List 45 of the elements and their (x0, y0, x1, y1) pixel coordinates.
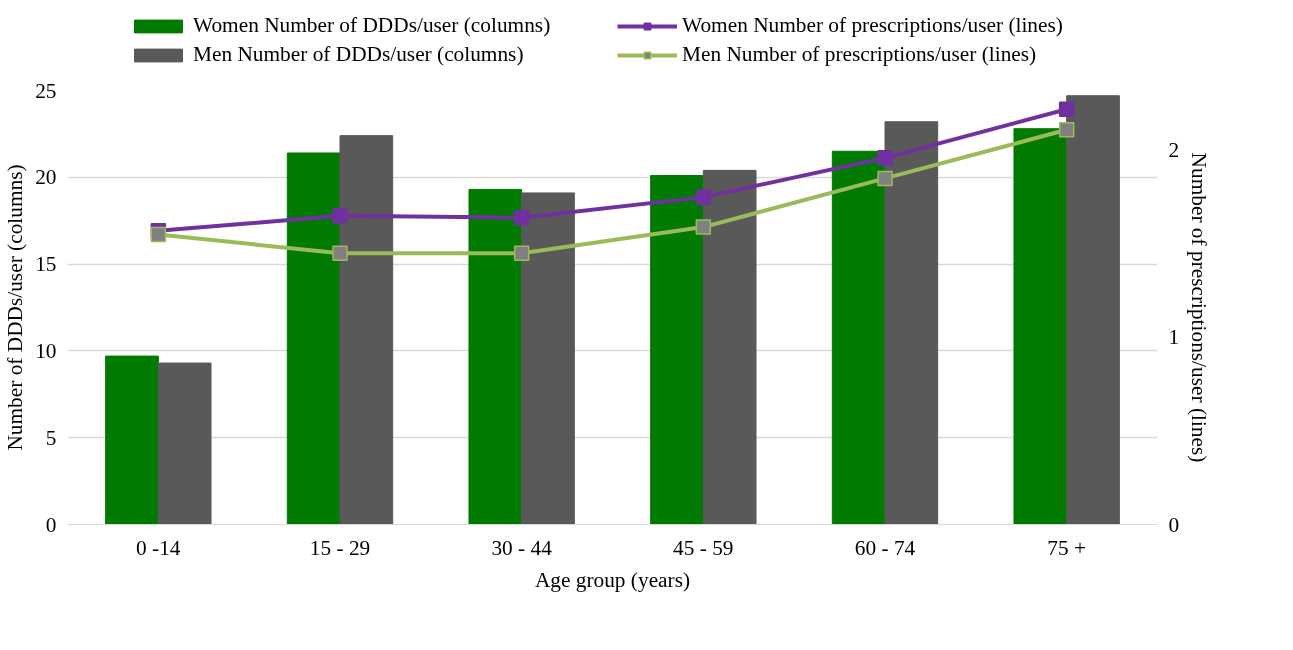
x-tick-label: 15 - 29 (309, 535, 371, 560)
point (1058, 101, 1075, 117)
y2-axis-title: Number of prescriptions/user (lines) (1187, 152, 1212, 463)
bar (831, 150, 886, 525)
y-tick-label: 25 (35, 78, 57, 103)
y-tick-label: 0 (45, 512, 57, 537)
point (877, 170, 893, 187)
bar (1013, 128, 1068, 525)
y2-tick-label: 1 (1168, 325, 1180, 350)
bar (339, 135, 394, 525)
x-tick-label: 30 - 44 (491, 535, 553, 560)
x-tick-label: 0 -14 (136, 535, 181, 560)
x-tick-label: 75 + (1047, 535, 1087, 560)
bar (884, 121, 939, 525)
y-tick-label: 5 (45, 425, 57, 450)
y-tick-label: 10 (35, 338, 57, 363)
legend-label: Women Number of DDDs/user (columns) (193, 13, 552, 38)
y2-tick-label: 0 (1168, 512, 1180, 537)
point (332, 245, 348, 261)
point (695, 219, 712, 235)
bar (702, 169, 757, 525)
legend-label: Women Number of prescriptions/user (lines) (682, 13, 1064, 38)
bar (105, 355, 159, 525)
point (513, 245, 530, 261)
y-axis-title: Number of DDDs/user (columns) (3, 164, 28, 451)
point (877, 150, 893, 166)
x-tick-label: 60 - 74 (854, 535, 916, 560)
bar (468, 188, 523, 525)
y-tick-label: 20 (35, 165, 57, 190)
y-tick-label: 15 (35, 252, 57, 277)
legend-label: Men Number of prescriptions/user (lines) (682, 42, 1038, 67)
point (332, 208, 348, 224)
x-axis-title: Age group (years) (534, 567, 691, 592)
point (150, 226, 167, 243)
legend-label: Men Number of DDDs/user (columns) (193, 42, 525, 67)
y2-tick-label: 2 (1168, 138, 1180, 163)
bar (521, 192, 575, 525)
bar (157, 362, 212, 525)
bar (286, 152, 341, 525)
point (513, 209, 530, 226)
bar (1066, 95, 1120, 525)
x-tick-label: 45 - 59 (673, 535, 734, 560)
bar (650, 175, 704, 525)
point (1058, 122, 1075, 138)
point (695, 189, 712, 205)
